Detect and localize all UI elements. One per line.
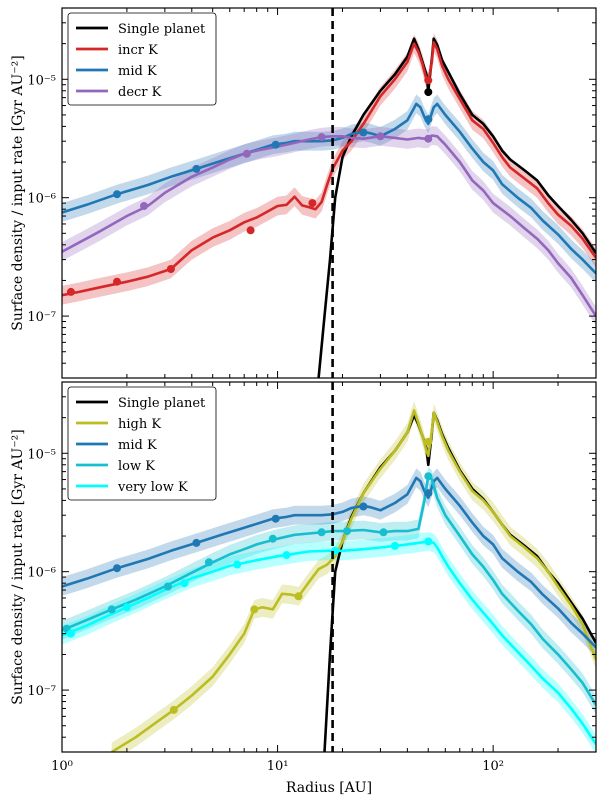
series-line-decr-k bbox=[62, 134, 596, 317]
marker-incr-k-1 bbox=[113, 277, 121, 286]
marker-incr-k-5 bbox=[424, 76, 433, 85]
marker-low-k-5 bbox=[317, 528, 326, 537]
marker-very-low-k-0 bbox=[66, 629, 75, 638]
marker-very-low-k-3 bbox=[233, 560, 242, 569]
marker-mid-k-3 bbox=[359, 502, 368, 511]
marker-mid-k-0 bbox=[113, 190, 121, 199]
marker-decr-k-3 bbox=[376, 132, 385, 141]
marker-high-k-2 bbox=[294, 592, 303, 601]
plot-area bbox=[62, 8, 596, 378]
marker-decr-k-2 bbox=[317, 133, 326, 142]
marker-mid-k-2 bbox=[271, 514, 280, 523]
legend-label-decr-k: decr K bbox=[118, 85, 162, 100]
marker-mid-k-3 bbox=[359, 128, 368, 137]
y-axis-label: Surface density / input rate [Gyr AU⁻²] bbox=[10, 429, 26, 705]
y-tick-label: 10⁻⁶ bbox=[27, 566, 56, 581]
legend-label-incr-k: incr K bbox=[118, 43, 158, 58]
y-tick-label: 10⁻⁷ bbox=[27, 310, 56, 325]
marker-mid-k-4 bbox=[424, 489, 433, 498]
legend-label-low-k: low K bbox=[118, 459, 155, 474]
legend-label-mid-k: mid K bbox=[118, 438, 157, 453]
marker-incr-k-3 bbox=[246, 226, 255, 235]
marker-mid-k-1 bbox=[192, 164, 201, 173]
marker-low-k-2 bbox=[163, 582, 172, 591]
marker-high-k-0 bbox=[169, 705, 178, 714]
legend-label-very-low-k: very low K bbox=[117, 480, 188, 495]
legend-label-single-planet: Single planet bbox=[118, 22, 206, 37]
marker-decr-k-1 bbox=[242, 149, 251, 158]
band-mid-k bbox=[62, 468, 596, 657]
legend-label-mid-k: mid K bbox=[118, 64, 157, 79]
band-mid-k bbox=[62, 94, 596, 283]
marker-very-low-k-1 bbox=[122, 603, 131, 612]
marker-high-k-3 bbox=[424, 437, 433, 446]
marker-low-k-8 bbox=[424, 472, 433, 481]
plot-area bbox=[62, 382, 596, 752]
x-tick-label: 10¹ bbox=[267, 759, 289, 774]
legend-box bbox=[67, 386, 217, 501]
marker-very-low-k-7 bbox=[424, 537, 433, 546]
series-line-single-planet bbox=[317, 37, 596, 378]
marker-very-low-k-2 bbox=[180, 579, 189, 588]
legend-box bbox=[67, 12, 217, 106]
marker-incr-k-4 bbox=[308, 199, 317, 208]
marker-low-k-4 bbox=[268, 534, 277, 543]
series-line-mid-k bbox=[62, 476, 596, 649]
legend: Single planet incr K mid K decr K bbox=[67, 12, 217, 106]
y-tick-label: 10⁻⁷ bbox=[27, 684, 56, 699]
marker-mid-k-1 bbox=[192, 538, 201, 547]
marker-mid-k-0 bbox=[113, 564, 121, 573]
axes-frame bbox=[61, 7, 597, 379]
marker-single-planet-0 bbox=[424, 88, 433, 97]
y-axis-label: Surface density / input rate [Gyr AU⁻²] bbox=[10, 55, 26, 331]
y-tick-label: 10⁻⁵ bbox=[27, 73, 56, 88]
bottom-panel: 10⁻⁷ 10⁻⁶ 10⁻⁵ 10⁰ 10¹ 10² Radius [AU] Surface … bbox=[10, 381, 597, 796]
marker-decr-k-4 bbox=[424, 134, 433, 143]
marker-low-k-3 bbox=[204, 558, 213, 567]
series-line-incr-k bbox=[62, 41, 596, 297]
marker-mid-k-2 bbox=[271, 140, 280, 149]
marker-low-k-7 bbox=[379, 528, 388, 537]
x-tick-label: 10⁰ bbox=[51, 759, 73, 774]
y-tick-label: 10⁻⁵ bbox=[27, 447, 56, 462]
marker-high-k-1 bbox=[250, 605, 259, 614]
series-line-very-low-k bbox=[62, 540, 596, 745]
x-tick-label: 10² bbox=[482, 759, 504, 774]
marker-decr-k-0 bbox=[140, 202, 148, 210]
band-decr-k bbox=[62, 126, 596, 326]
band-high-k bbox=[111, 401, 596, 752]
marker-incr-k-0 bbox=[66, 287, 75, 296]
legend: Single planet high K mid K low K very low K bbox=[67, 386, 217, 501]
marker-incr-k-2 bbox=[166, 265, 175, 273]
band-low-k bbox=[62, 466, 596, 715]
legend-label-single-planet: Single planet bbox=[118, 396, 206, 411]
marker-very-low-k-6 bbox=[390, 541, 399, 550]
series-line-low-k bbox=[62, 474, 596, 706]
marker-very-low-k-4 bbox=[282, 551, 291, 560]
marker-low-k-1 bbox=[107, 605, 116, 614]
axes-frame bbox=[61, 381, 597, 753]
series-line-high-k bbox=[111, 409, 596, 752]
legend-label-high-k: high K bbox=[118, 417, 161, 432]
y-tick-label: 10⁻⁶ bbox=[27, 192, 56, 207]
marker-mid-k-4 bbox=[424, 115, 433, 124]
marker-low-k-6 bbox=[343, 527, 351, 536]
x-axis-label: Radius [AU] bbox=[286, 780, 372, 796]
